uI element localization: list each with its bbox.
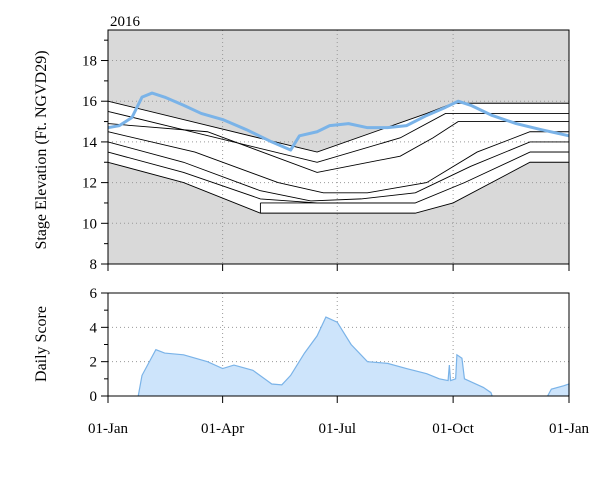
stage-y-tick-label: 16: [82, 94, 98, 110]
x-tick-label: 01-Jan: [88, 421, 128, 437]
schedule-line-1: [107, 100, 569, 153]
stage-y-tick-label: 10: [82, 216, 97, 232]
score-y-tick-label: 0: [90, 389, 98, 405]
x-tick-label: 01-Jan: [549, 421, 589, 437]
daily-score-area-2: [547, 383, 569, 396]
stage-y-tick-label: 18: [82, 54, 97, 70]
stage-y-tick-label: 8: [90, 257, 98, 273]
daily-score-area-1: [138, 317, 493, 396]
daily-score-panel: 0 2 4 6 Daily Score: [33, 286, 570, 405]
schedule-line-3: [107, 121, 569, 173]
schedule-line-5: [107, 141, 569, 202]
x-tick-label: 01-Apr: [201, 421, 244, 437]
stage-elevation-line: [107, 91, 570, 152]
score-y-tick-label: 6: [90, 286, 98, 302]
stage-plot-frame: [107, 29, 570, 265]
schedule-line-7: [107, 161, 569, 214]
stage-y-tick-label: 14: [82, 135, 98, 151]
stage-elevation-axis-title: Stage Elevation (Ft. NGVD29): [33, 50, 50, 249]
daily-score-axis-title: Daily Score: [33, 306, 50, 382]
stage-y-tick-label: 12: [82, 176, 97, 192]
operational-band: [108, 101, 569, 214]
x-tick-label: 01-Oct: [432, 421, 474, 437]
chart-title: 2016: [110, 14, 141, 30]
schedule-line-4: [107, 131, 569, 194]
daily-score-line-1: [137, 316, 493, 397]
stage-elevation-panel: 8 10 12 14 16 18 2016 Stage Elevation (Ft. NG…: [33, 14, 570, 273]
score-y-tick-label: 2: [90, 355, 98, 371]
x-tick-label: 01-Jul: [318, 421, 356, 437]
score-y-tick-label: 4: [90, 320, 98, 336]
